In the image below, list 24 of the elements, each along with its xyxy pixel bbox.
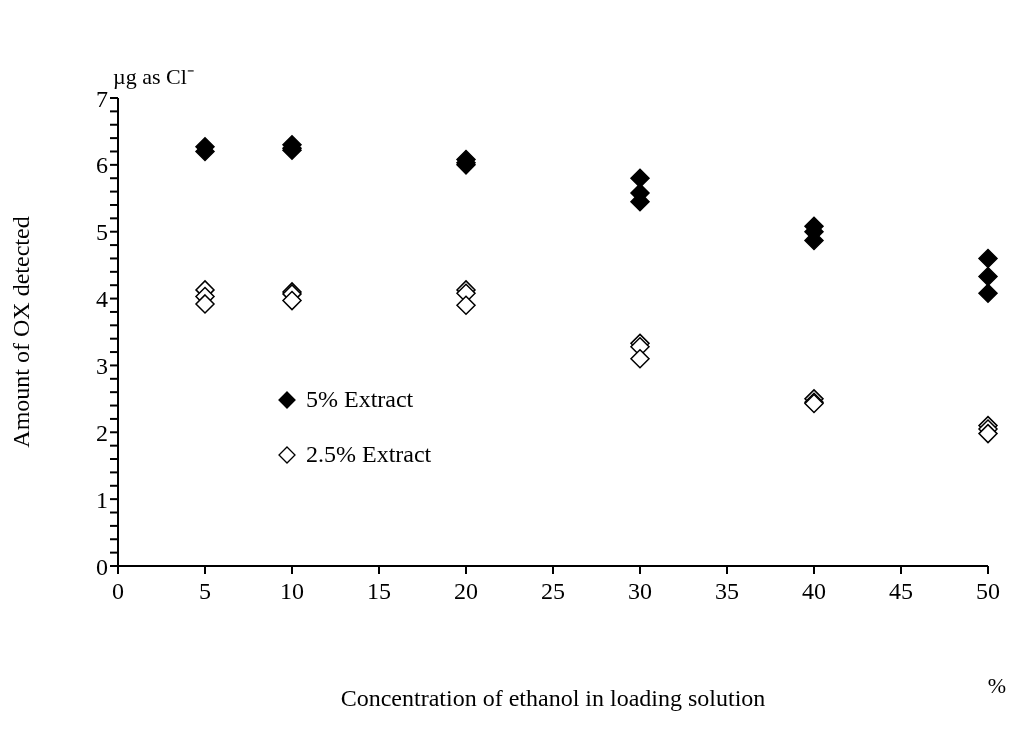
x-tick-label: 40 bbox=[802, 578, 826, 605]
x-tick-label: 50 bbox=[976, 578, 1000, 605]
x-tick-label: 15 bbox=[367, 578, 391, 605]
legend-label: 5% Extract bbox=[306, 386, 414, 413]
x-tick-label: 35 bbox=[715, 578, 739, 605]
y-tick-label: 4 bbox=[96, 286, 108, 313]
x-tick-label: 25 bbox=[541, 578, 565, 605]
x-tick-label: 45 bbox=[889, 578, 913, 605]
x-tick-label: 30 bbox=[628, 578, 652, 605]
x-tick-label: 20 bbox=[454, 578, 478, 605]
y-tick-label: 6 bbox=[96, 152, 108, 179]
text: µg as Cl⁻ bbox=[113, 64, 194, 89]
y-tick-label: 5 bbox=[96, 219, 108, 246]
y-tick-label: 2 bbox=[96, 419, 108, 446]
y-tick-label: 3 bbox=[96, 352, 108, 379]
y-tick-label: 0 bbox=[96, 553, 108, 580]
y-axis-title: Amount of OX detected bbox=[7, 216, 34, 448]
y-tick-label: 1 bbox=[96, 486, 108, 513]
x-tick-label: 10 bbox=[280, 578, 304, 605]
y-tick-label: 7 bbox=[96, 85, 108, 112]
legend-label: 2.5% Extract bbox=[306, 441, 432, 468]
text: % bbox=[987, 673, 1006, 698]
x-tick-label: 5 bbox=[199, 578, 211, 605]
x-axis-title: Concentration of ethanol in loading solution bbox=[340, 685, 766, 711]
